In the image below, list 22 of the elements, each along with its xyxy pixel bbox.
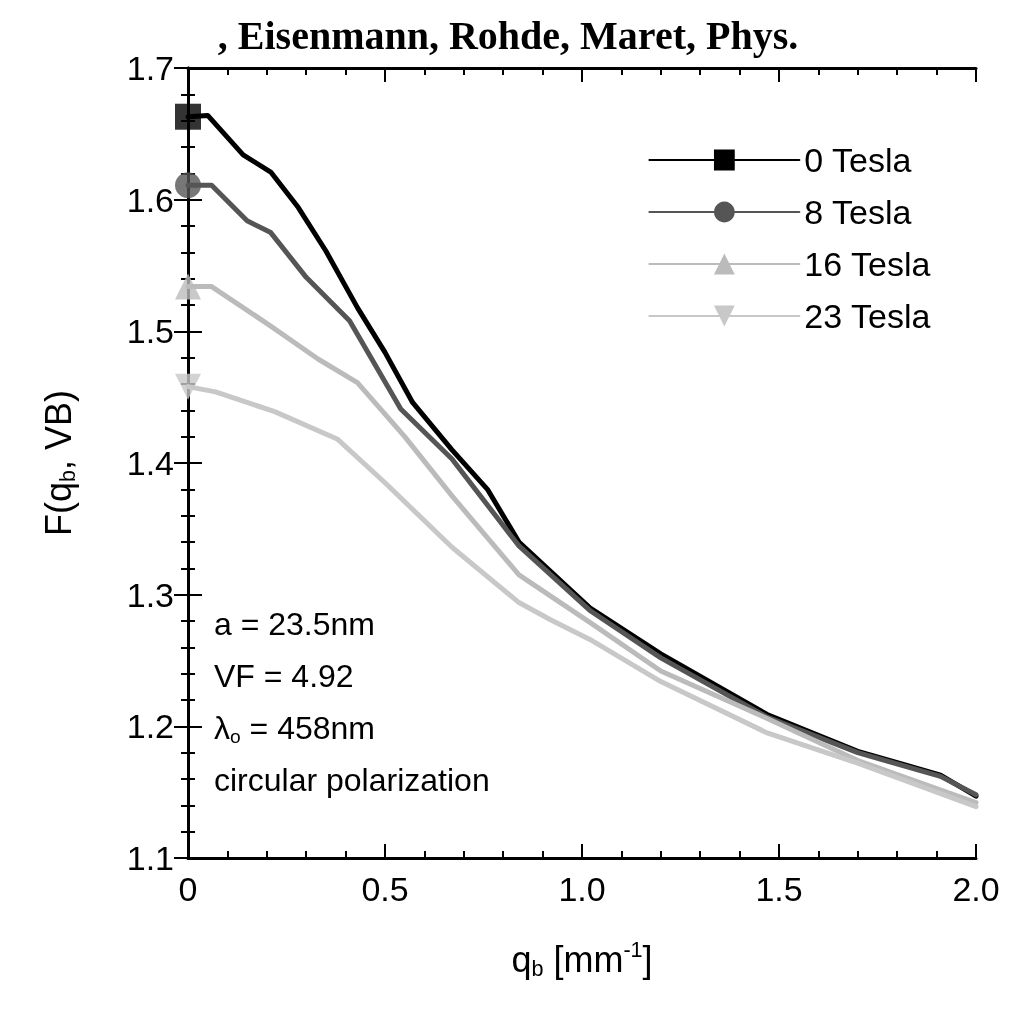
legend-label: 23 Tesla [804, 297, 931, 335]
annotation: a = 23.5nm [214, 606, 375, 642]
y-axis-title: F(qb, VB) [37, 389, 80, 537]
annotation: VF = 4.92 [214, 658, 354, 694]
annotation: λo = 458nm [214, 710, 375, 747]
y-tick-label: 1.4 [126, 444, 174, 482]
y-tick-label: 1.1 [126, 839, 174, 877]
x-tick-label: 0 [178, 870, 198, 908]
x-tick-label: 2.0 [952, 870, 1000, 908]
x-tick-label: 0.5 [361, 870, 409, 908]
x-tick-label: 1.0 [558, 870, 606, 908]
y-tick-label: 1.3 [126, 575, 174, 614]
x-tick-label: 1.5 [755, 870, 803, 908]
legend-label: 8 Tesla [804, 193, 912, 231]
y-tick-label: 1.6 [126, 180, 174, 219]
legend-label: 16 Tesla [804, 245, 931, 283]
legend-label: 0 Tesla [804, 141, 912, 179]
chart-title: , Eisenmann, Rohde, Maret, Phys. [217, 12, 799, 58]
y-tick-label: 1.7 [126, 49, 174, 87]
y-tick-label: 1.5 [126, 312, 174, 351]
annotation: circular polarization [214, 762, 490, 798]
y-tick-label: 1.2 [126, 707, 174, 746]
